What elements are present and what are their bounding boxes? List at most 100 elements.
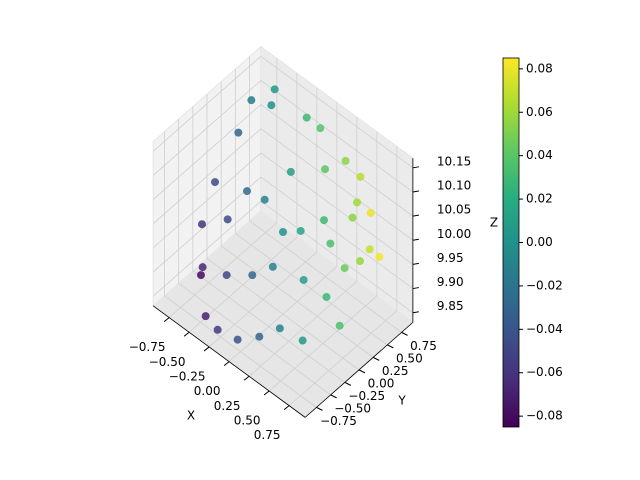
point [197, 220, 206, 229]
grid-line [152, 176, 262, 273]
grid-line [192, 270, 346, 383]
point [248, 271, 257, 280]
axis-line [304, 322, 414, 418]
grid-line [206, 258, 360, 371]
x-tick-label: −0.25 [169, 369, 206, 383]
z-tick [412, 287, 419, 290]
grid-line [260, 55, 414, 169]
point [268, 262, 277, 271]
colorbar-tick-label: 0.02 [526, 192, 553, 206]
point [201, 312, 210, 321]
y-tick [316, 406, 323, 411]
y-tick-label: −0.50 [334, 401, 371, 415]
grid-line [249, 220, 402, 333]
z-tick-label: 10.10 [437, 178, 471, 192]
colorbar [502, 57, 520, 428]
x-tick-label: 0.75 [254, 428, 281, 442]
grid-line [152, 55, 262, 152]
x-tick-label: 0.00 [194, 384, 221, 398]
colorbar-tick-label: 0.00 [526, 235, 553, 249]
z-axis-label: Z [490, 216, 498, 230]
grid-line [152, 104, 262, 200]
point [223, 215, 232, 224]
z-tick-label: 9.85 [437, 299, 464, 313]
x-tick [203, 346, 210, 352]
z-tick [412, 166, 419, 169]
point [286, 167, 295, 176]
point [365, 245, 374, 254]
y-tick-label: 0.75 [410, 339, 437, 353]
z-tick-label: 9.90 [437, 275, 464, 289]
x-tick [283, 405, 290, 411]
x-tick-label: 0.50 [234, 413, 261, 427]
grid-line [164, 295, 317, 408]
z-tick-label: 10.00 [437, 227, 471, 241]
point [298, 336, 307, 345]
x-tick [223, 361, 230, 367]
y-tick [330, 394, 337, 399]
grid-line [152, 200, 262, 297]
point [260, 195, 269, 204]
x-tick-label: 0.25 [214, 399, 241, 413]
point [335, 321, 344, 330]
y-tick-label: 0.00 [368, 376, 395, 390]
grid-line [178, 283, 331, 396]
point [299, 275, 308, 284]
colorbar-tick-label: −0.06 [526, 365, 563, 379]
point [247, 96, 256, 105]
y-tick [387, 344, 394, 349]
point [270, 85, 279, 94]
grid-line [152, 152, 262, 249]
point [340, 264, 349, 273]
colorbar-tick-label: 0.04 [526, 148, 553, 162]
point [353, 198, 362, 207]
colorbar-tick-label: 0.06 [526, 105, 553, 119]
y-tick [401, 331, 408, 336]
point [366, 208, 375, 217]
z-tick [412, 311, 419, 314]
point [255, 332, 264, 341]
grid-line [260, 176, 414, 289]
point [196, 271, 205, 280]
grid-line [260, 104, 414, 217]
grid-line [220, 245, 374, 358]
x-tick-label: −0.50 [149, 355, 186, 369]
grid-line [235, 233, 388, 346]
z-tick [412, 238, 419, 241]
x-axis-label: X [187, 409, 195, 423]
point [321, 165, 330, 174]
point [213, 325, 222, 334]
point [348, 213, 357, 222]
z-tick-label: 10.05 [437, 203, 471, 217]
point [211, 178, 219, 187]
point [341, 156, 350, 165]
colorbar-tick-label: −0.02 [526, 278, 563, 292]
x-tick [183, 331, 190, 337]
point [326, 239, 335, 248]
x-tick [243, 375, 250, 381]
point [234, 128, 243, 137]
point [296, 226, 305, 235]
point [243, 187, 251, 196]
point [279, 228, 287, 236]
y-tick [358, 369, 366, 374]
point [316, 124, 325, 133]
colorbar-tick-label: −0.04 [526, 322, 563, 336]
point [267, 101, 276, 110]
grid-line [152, 80, 262, 176]
point [233, 335, 242, 344]
colorbar-tick-label: −0.08 [526, 409, 563, 423]
point [356, 172, 365, 181]
point [375, 252, 384, 261]
grid-line [260, 152, 414, 265]
y-tick-label: −0.75 [320, 414, 357, 428]
point [198, 263, 207, 272]
axis-line [152, 305, 306, 418]
y-tick [344, 381, 352, 386]
point [356, 257, 365, 266]
y-tick-label: 0.25 [382, 364, 409, 378]
point [222, 271, 231, 280]
point [275, 324, 284, 333]
grid-line [260, 128, 414, 241]
